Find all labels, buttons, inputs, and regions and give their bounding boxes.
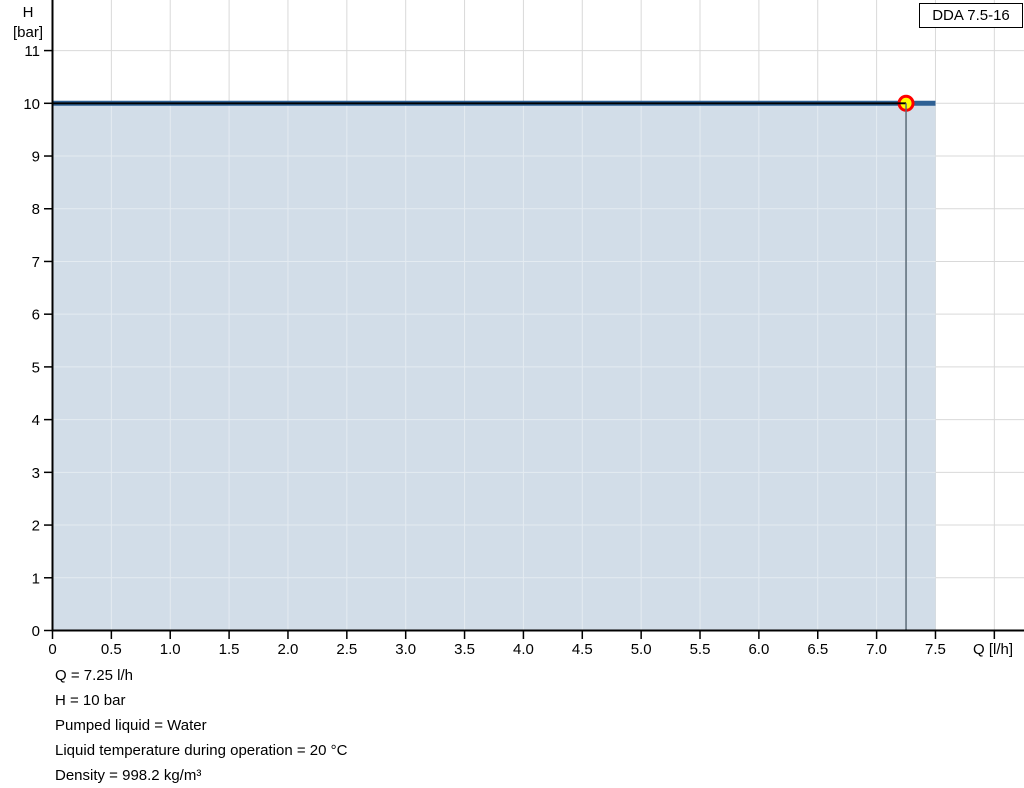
x-tick-label: 5.0 — [631, 641, 652, 658]
y-tick-label: 7 — [32, 254, 40, 271]
y-axis-title: H — [23, 4, 34, 21]
y-tick-label: 2 — [32, 518, 40, 535]
x-tick-label: 1.0 — [160, 641, 181, 658]
y-tick-label: 1 — [32, 570, 40, 587]
pump-model-label: DDA 7.5-16 — [919, 3, 1023, 28]
x-axis-title: Q [l/h] — [973, 641, 1013, 658]
y-tick-label: 11 — [24, 43, 40, 60]
y-tick-label: 0 — [32, 623, 40, 640]
info-line: H = 10 bar — [55, 692, 126, 709]
x-tick-label: 7.0 — [866, 641, 887, 658]
y-tick-label: 6 — [32, 307, 40, 324]
y-tick-label: 3 — [32, 465, 40, 482]
info-line: Density = 998.2 kg/m³ — [55, 767, 202, 784]
info-line: Liquid temperature during operation = 20… — [55, 742, 348, 759]
y-tick-label: 9 — [32, 149, 40, 166]
y-tick-label: 5 — [32, 359, 40, 376]
x-tick-label: 6.5 — [807, 641, 828, 658]
y-axis-unit: [bar] — [13, 24, 43, 41]
chart-info: Q = 7.25 l/h H = 10 bar Pumped liquid = Wa… — [55, 663, 347, 788]
x-tick-label: 6.0 — [748, 641, 769, 658]
x-tick-label: 5.5 — [690, 641, 711, 658]
x-tick-label: 4.0 — [513, 641, 534, 658]
x-tick-label: 0 — [48, 641, 56, 658]
y-tick-label: 8 — [32, 201, 40, 218]
info-line: Pumped liquid = Water — [55, 717, 207, 734]
pump-curve-plot: 0 1 2 3 4 5 6 7 8 9 10 11 0 0.5 1.0 1.5 2.0 2.5 3.0 3.5 4.0 4… — [13, 0, 1024, 658]
x-tick-label: 4.5 — [572, 641, 593, 658]
x-tick-label: 3.5 — [454, 641, 475, 658]
x-tick-label: 2.5 — [336, 641, 357, 658]
y-tick-label: 10 — [23, 96, 40, 113]
x-tick-label: 2.0 — [278, 641, 299, 658]
y-tick-label: 4 — [32, 412, 40, 429]
x-tick-label: 0.5 — [101, 641, 122, 658]
info-line: Q = 7.25 l/h — [55, 667, 133, 684]
x-tick-label: 7.5 — [925, 641, 946, 658]
x-tick-label: 1.5 — [219, 641, 240, 658]
x-tick-label: 3.0 — [395, 641, 416, 658]
